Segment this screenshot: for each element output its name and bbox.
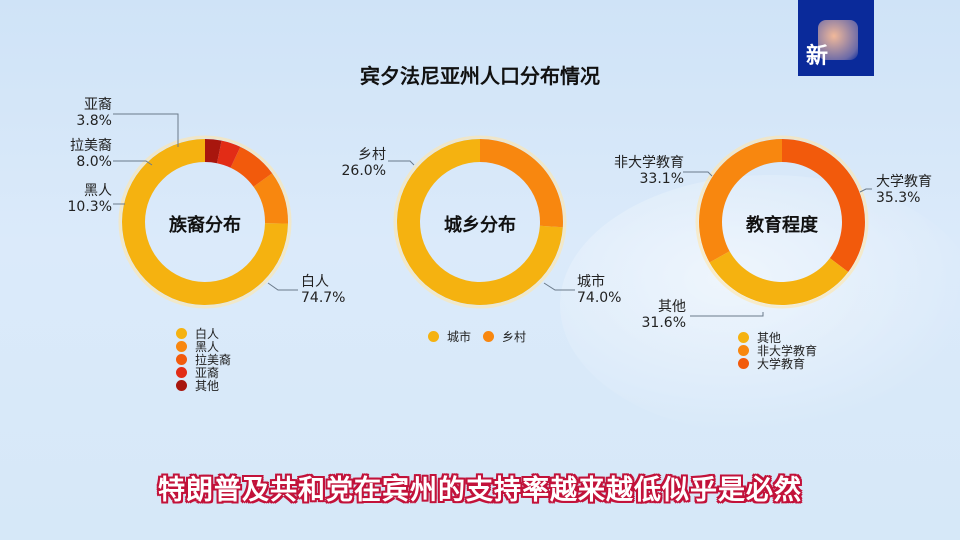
label-name: 白人 bbox=[301, 274, 329, 290]
legend-label: 其他 bbox=[195, 379, 220, 393]
donut-slice bbox=[253, 173, 288, 224]
urban-legend: 城市 乡村 bbox=[428, 330, 538, 344]
legend-label: 非大学教育 bbox=[757, 344, 818, 358]
label-black: 黑人 10.3% bbox=[40, 183, 112, 215]
ethnicity-legend: 白人 黑人 拉美裔 亚裔 其他 bbox=[176, 327, 232, 393]
legend-dot-icon bbox=[483, 331, 495, 342]
label-rural: 乡村 26.0% bbox=[320, 147, 386, 179]
legend-dot-icon bbox=[738, 332, 749, 343]
label-name: 亚裔 bbox=[84, 97, 112, 113]
label-asian: 亚裔 3.8% bbox=[50, 97, 112, 129]
legend-item[interactable]: 非大学教育 bbox=[738, 344, 818, 358]
label-pct: 8.0% bbox=[76, 154, 112, 170]
label-pct: 74.0% bbox=[577, 290, 622, 306]
education-legend: 其他 非大学教育 大学教育 bbox=[738, 331, 818, 371]
label-name: 城市 bbox=[577, 274, 605, 290]
legend-label: 黑人 bbox=[195, 340, 220, 354]
label-pct: 26.0% bbox=[341, 163, 386, 179]
donut-slice bbox=[709, 251, 849, 305]
legend-label: 拉美裔 bbox=[195, 353, 232, 367]
label-name: 其他 bbox=[658, 299, 686, 315]
legend-dot-icon bbox=[738, 345, 749, 356]
urban-center-label: 城乡分布 bbox=[444, 215, 516, 236]
label-pct: 31.6% bbox=[641, 315, 686, 331]
donut-slice bbox=[480, 139, 563, 228]
leader-lines bbox=[113, 113, 872, 317]
donut-slice bbox=[205, 139, 222, 164]
legend-label: 其他 bbox=[757, 331, 782, 345]
label-pct: 3.8% bbox=[76, 113, 112, 129]
legend-item[interactable]: 城市 bbox=[428, 330, 472, 344]
legend-item[interactable]: 亚裔 bbox=[176, 366, 231, 380]
label-pct: 10.3% bbox=[67, 199, 112, 215]
legend-item[interactable]: 其他 bbox=[738, 331, 817, 345]
legend-label: 白人 bbox=[195, 327, 220, 341]
donut-slice bbox=[782, 139, 865, 273]
label-name: 非大学教育 bbox=[614, 155, 684, 171]
label-noncollege: 非大学教育 33.1% bbox=[580, 155, 684, 187]
legend-dot-icon bbox=[176, 341, 187, 352]
education-center-label: 教育程度 bbox=[746, 215, 818, 236]
legend-dot-icon bbox=[428, 331, 439, 342]
label-college: 大学教育 35.3% bbox=[876, 174, 932, 206]
label-name: 拉美裔 bbox=[70, 138, 112, 154]
label-pct: 35.3% bbox=[876, 190, 921, 206]
label-name: 乡村 bbox=[358, 147, 386, 163]
legend-dot-icon bbox=[176, 367, 187, 378]
label-city: 城市 74.0% bbox=[577, 274, 621, 306]
legend-item[interactable]: 乡村 bbox=[483, 330, 527, 344]
legend-dot-icon bbox=[176, 380, 187, 391]
ethnicity-center-label: 族裔分布 bbox=[169, 215, 241, 236]
legend-item[interactable]: 拉美裔 bbox=[176, 353, 232, 367]
donut-slice bbox=[216, 140, 241, 168]
legend-item[interactable]: 白人 bbox=[176, 327, 231, 341]
legend-dot-icon bbox=[738, 358, 749, 369]
label-white: 白人 74.7% bbox=[301, 274, 345, 306]
logo-graphic bbox=[818, 20, 858, 60]
legend-dot-icon bbox=[176, 328, 187, 339]
page-title: 宾夕法尼亚州人口分布情况 bbox=[360, 64, 600, 88]
legend-label: 大学教育 bbox=[757, 357, 806, 371]
label-pct: 74.7% bbox=[301, 290, 346, 306]
legend-item[interactable]: 黑人 bbox=[176, 340, 231, 354]
label-latino: 拉美裔 8.0% bbox=[40, 138, 112, 170]
label-pct: 33.1% bbox=[639, 171, 684, 187]
donut-slice bbox=[230, 146, 273, 187]
label-name: 大学教育 bbox=[876, 174, 932, 190]
label-other: 其他 31.6% bbox=[620, 299, 686, 331]
label-name: 黑人 bbox=[84, 183, 112, 199]
legend-label: 城市 bbox=[447, 330, 472, 344]
legend-label: 亚裔 bbox=[195, 366, 220, 380]
logo-text: 新 bbox=[806, 44, 829, 69]
legend-item[interactable]: 大学教育 bbox=[738, 357, 817, 371]
legend-item[interactable]: 其他 bbox=[176, 379, 231, 393]
channel-logo: 新 bbox=[798, 0, 874, 76]
legend-dot-icon bbox=[176, 354, 187, 365]
video-subtitle: 特朗普及共和党在宾州的支持率越来越低似乎是必然 bbox=[158, 475, 802, 506]
legend-label: 乡村 bbox=[502, 330, 527, 344]
donut-slice bbox=[698, 138, 782, 263]
